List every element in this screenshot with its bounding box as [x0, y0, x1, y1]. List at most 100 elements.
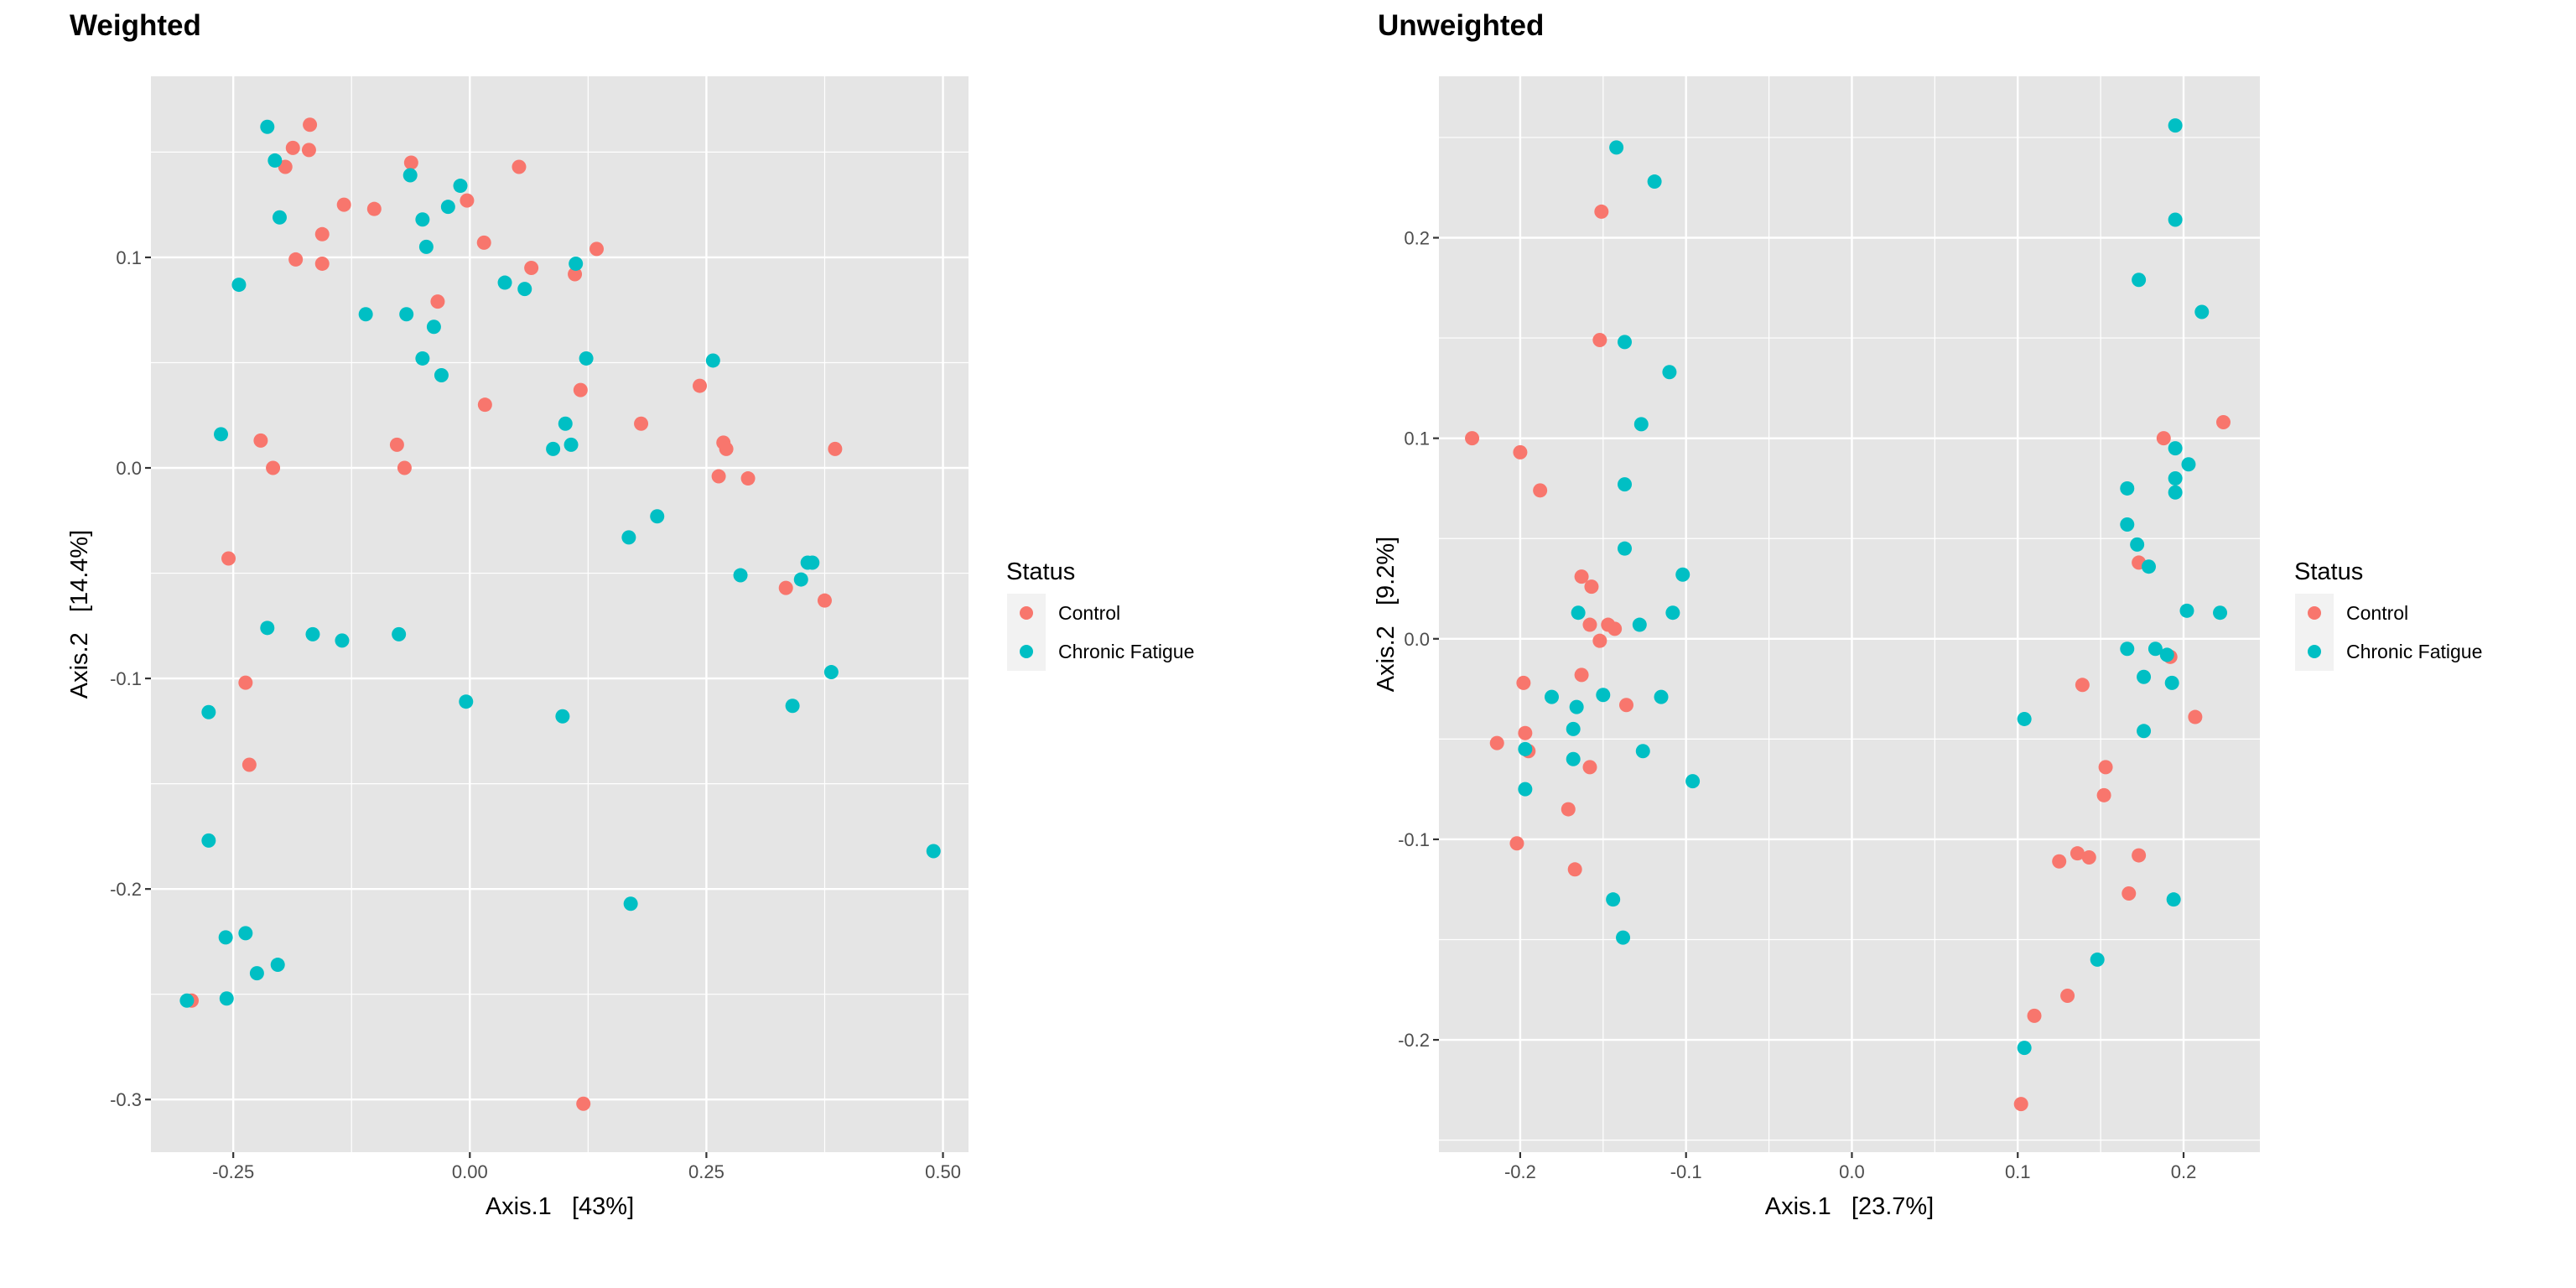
y-tick-label: 0.2 — [1404, 228, 1430, 249]
data-point — [399, 307, 414, 322]
data-point — [1632, 617, 1647, 632]
data-point — [650, 509, 665, 524]
data-point — [266, 460, 281, 475]
data-point — [477, 397, 492, 413]
data-point — [272, 210, 287, 225]
chart-unweighted: Unweighted -0.2 -0.1 0.0 0.1 0.2 -0.2 -0.1 0.0… — [1373, 9, 2482, 1220]
data-point — [2130, 537, 2145, 552]
data-point — [693, 378, 708, 393]
data-point — [512, 159, 527, 174]
data-point — [589, 242, 605, 257]
data-point — [2181, 457, 2196, 472]
data-point — [1584, 579, 1599, 595]
data-point — [926, 844, 941, 859]
data-point — [2168, 118, 2183, 133]
legend: Status Control Chronic Fatigue — [2294, 558, 2482, 671]
data-point — [2070, 846, 2085, 861]
legend-key-chronic-fatigue — [1020, 645, 1033, 658]
data-point — [1675, 567, 1690, 582]
data-point — [621, 530, 636, 545]
data-point — [828, 441, 843, 456]
data-point — [793, 572, 808, 587]
legend-label-control: Control — [2346, 602, 2408, 624]
legend-key-background — [2295, 594, 2334, 671]
data-point — [823, 665, 839, 680]
data-point — [418, 239, 434, 254]
data-point — [568, 267, 583, 282]
data-point — [2159, 647, 2174, 662]
x-tick-label: -0.2 — [1504, 1161, 1536, 1182]
data-point — [2013, 1097, 2028, 1112]
data-point — [1685, 774, 1701, 789]
data-point — [733, 568, 748, 583]
data-point — [579, 351, 594, 366]
data-point — [285, 140, 300, 155]
y-tick-label: 0.1 — [1404, 428, 1430, 449]
data-point — [2156, 431, 2171, 446]
series-chronic-fatigue — [1518, 118, 2228, 1056]
data-point — [2090, 952, 2105, 967]
data-point — [1509, 836, 1524, 851]
data-point — [476, 235, 491, 250]
data-point — [1566, 751, 1581, 766]
data-point — [1606, 892, 1621, 907]
data-point — [1574, 569, 1589, 584]
data-point — [201, 833, 216, 848]
y-axis-title: Axis.2 [9.2%] — [1373, 537, 1400, 692]
data-point — [314, 256, 330, 271]
series-control — [1465, 204, 2231, 1112]
data-point — [1465, 431, 1480, 446]
data-point — [238, 926, 253, 941]
data-point — [426, 319, 441, 335]
data-point — [260, 621, 275, 636]
data-point — [1665, 605, 1680, 621]
chart-title: Unweighted — [1378, 9, 1544, 42]
chart-title: Weighted — [70, 9, 201, 42]
data-point — [1567, 862, 1582, 877]
data-point — [569, 256, 584, 271]
x-axis-title: Axis.1 [43%] — [486, 1193, 634, 1220]
data-point — [555, 709, 570, 724]
data-point — [1582, 617, 1597, 632]
legend-key-control — [2308, 606, 2321, 620]
data-point — [402, 168, 418, 183]
data-point — [1513, 444, 1528, 460]
data-point — [231, 278, 247, 293]
data-point — [1647, 174, 1662, 190]
data-point — [2052, 854, 2067, 869]
data-point — [623, 896, 638, 911]
data-point — [218, 930, 233, 945]
data-point — [2166, 892, 2181, 907]
data-point — [1561, 802, 1576, 817]
y-tick-label: -0.2 — [110, 879, 142, 900]
data-point — [201, 704, 216, 719]
data-point — [2120, 517, 2135, 532]
data-point — [2168, 212, 2183, 227]
data-point — [1633, 417, 1649, 432]
data-point — [335, 633, 350, 648]
data-point — [314, 226, 330, 242]
data-point — [1592, 633, 1607, 648]
data-point — [366, 201, 382, 216]
data-point — [1635, 744, 1650, 759]
data-point — [453, 179, 468, 194]
data-point — [2137, 669, 2152, 684]
data-point — [253, 433, 268, 448]
y-axis-ticks: -0.3 -0.2 -0.1 0.0 0.1 — [110, 247, 151, 1110]
data-point — [1607, 621, 1623, 636]
data-point — [1566, 721, 1581, 736]
data-point — [242, 757, 257, 772]
y-tick-label: -0.1 — [110, 668, 142, 689]
data-point — [460, 193, 475, 208]
data-point — [2168, 470, 2183, 486]
data-point — [336, 197, 351, 212]
data-point — [1518, 725, 1533, 740]
data-point — [392, 626, 407, 641]
y-tick-label: 0.1 — [116, 247, 142, 268]
data-point — [2215, 415, 2231, 430]
data-point — [1609, 140, 1624, 155]
data-point — [778, 580, 793, 595]
data-point — [2017, 1041, 2032, 1056]
data-point — [214, 427, 229, 442]
